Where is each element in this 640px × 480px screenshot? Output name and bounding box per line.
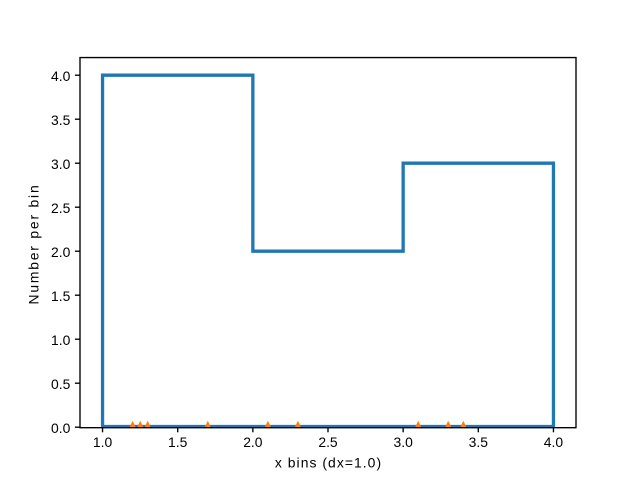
svg-text:1.5: 1.5 [168,434,188,450]
svg-text:4.0: 4.0 [544,434,564,450]
svg-text:1.0: 1.0 [93,434,113,450]
svg-text:x bins (dx=1.0): x bins (dx=1.0) [275,454,382,470]
svg-text:0.0: 0.0 [51,420,71,436]
svg-text:1.0: 1.0 [51,332,71,348]
svg-text:2.5: 2.5 [51,200,71,216]
svg-text:2.5: 2.5 [318,434,338,450]
svg-text:3.0: 3.0 [393,434,413,450]
svg-text:3.5: 3.5 [469,434,489,450]
svg-text:Number per bin: Number per bin [25,184,41,305]
svg-text:1.5: 1.5 [51,288,71,304]
svg-text:2.0: 2.0 [243,434,263,450]
svg-text:0.5: 0.5 [51,376,71,392]
svg-text:4.0: 4.0 [51,68,71,84]
svg-text:3.0: 3.0 [51,156,71,172]
svg-text:2.0: 2.0 [51,244,71,260]
svg-text:3.5: 3.5 [51,112,71,128]
